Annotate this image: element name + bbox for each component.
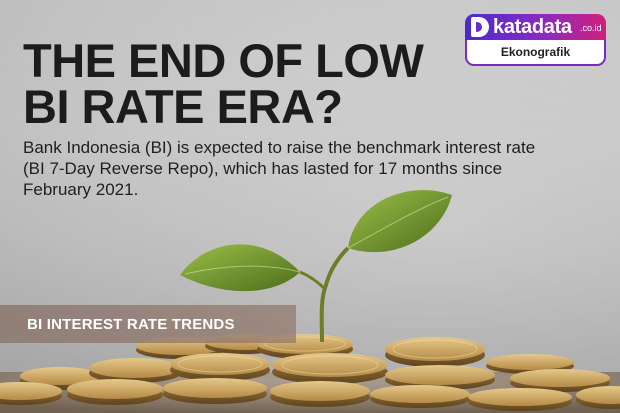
katadata-logo-mark-icon [471, 17, 489, 37]
sprout-illustration [180, 190, 452, 343]
section-label: BI INTEREST RATE TRENDS [27, 316, 235, 333]
section-header: BI INTEREST RATE TRENDS [0, 305, 296, 343]
title-line-2: BI RATE ERA? [23, 80, 343, 133]
page-title: THE END OF LOW BI RATE ERA? [23, 34, 463, 133]
logo-banner: katadata .co.id [465, 14, 606, 40]
katadata-logo: katadata .co.id Ekonografik [465, 14, 606, 66]
logo-wordmark: katadata [493, 16, 572, 38]
title-line-1: THE END OF LOW [23, 34, 424, 87]
intro-text: Bank Indonesia (BI) is expected to raise… [23, 138, 536, 199]
logo-subtitle-box: Ekonografik [465, 40, 606, 66]
logo-domain: .co.id [580, 23, 602, 33]
coin-pile [0, 334, 620, 411]
logo-subtitle: Ekonografik [500, 45, 571, 59]
